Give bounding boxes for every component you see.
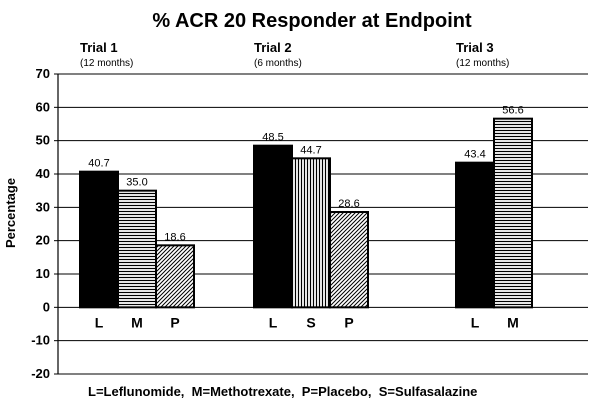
bar xyxy=(155,244,195,309)
trial-title: Trial 2 xyxy=(254,40,292,55)
category-label: M xyxy=(507,314,519,330)
y-tick-label: 50 xyxy=(36,133,50,148)
category-label: P xyxy=(170,314,179,330)
data-label: 44.7 xyxy=(300,144,321,156)
data-label: 18.6 xyxy=(164,231,185,243)
data-label: 48.5 xyxy=(262,132,283,144)
bar xyxy=(455,161,495,309)
trial-title: Trial 1 xyxy=(80,40,118,55)
category-label: M xyxy=(131,314,143,330)
bar xyxy=(329,211,369,309)
trial-title: Trial 3 xyxy=(456,40,494,55)
trial-subtitle: (12 months) xyxy=(80,58,133,69)
data-label: 56.6 xyxy=(502,105,523,117)
data-label: 28.6 xyxy=(338,198,359,210)
category-label: P xyxy=(344,314,353,330)
y-tick-label: -10 xyxy=(31,333,50,348)
y-axis-title: Percentage xyxy=(3,178,18,248)
category-label: L xyxy=(95,314,104,330)
bar xyxy=(291,157,331,309)
legend-text: L=Leflunomide, M=Methotrexate, P=Placebo… xyxy=(88,384,477,399)
bar xyxy=(493,117,533,309)
y-axis: -20 -10 0 10 20 30 40 50 60 70 xyxy=(31,66,59,381)
bar xyxy=(253,144,293,309)
y-tick-label: 60 xyxy=(36,99,50,114)
y-tick-label: 10 xyxy=(36,266,50,281)
trial-subtitle: (6 months) xyxy=(254,58,302,69)
data-label: 40.7 xyxy=(88,158,109,170)
labels: Trial 1 (12 months) 40.7 L 35.0 M 18.6 P Trial 2… xyxy=(80,40,524,330)
data-label: 43.4 xyxy=(464,149,485,161)
bars xyxy=(79,117,533,309)
data-label: 35.0 xyxy=(126,177,147,189)
category-label: S xyxy=(306,314,315,330)
chart-title: % ACR 20 Responder at Endpoint xyxy=(152,10,472,32)
trial-subtitle: (12 months) xyxy=(456,58,509,69)
y-tick-label: 0 xyxy=(43,299,50,314)
bar xyxy=(117,189,157,309)
bar xyxy=(79,170,119,309)
y-tick-label: -20 xyxy=(31,366,50,381)
y-tick-label: 30 xyxy=(36,199,50,214)
category-label: L xyxy=(471,314,480,330)
y-tick-label: 40 xyxy=(36,166,50,181)
category-label: L xyxy=(269,314,278,330)
y-tick-label: 70 xyxy=(36,66,50,81)
y-tick-label: 20 xyxy=(36,233,50,248)
